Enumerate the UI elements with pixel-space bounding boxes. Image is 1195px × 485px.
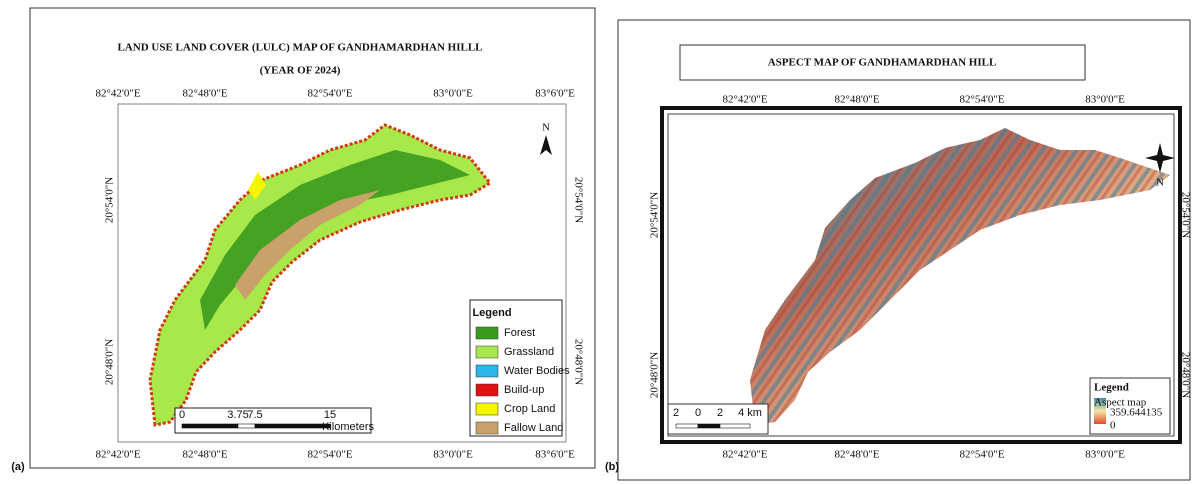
panel-label: (a) (11, 461, 25, 473)
lon-label: 82°48'0"E (182, 88, 227, 100)
scale-tick: 0 (179, 409, 185, 421)
lat-label: 20°48'0"N (572, 339, 584, 385)
lon-label: 82°54'0"E (307, 88, 352, 100)
map-subtitle: (YEAR OF 2024) (260, 65, 341, 77)
scale-unit: Kilometers (322, 421, 374, 433)
scale-segment (238, 424, 255, 428)
lon-label: 82°54'0"E (959, 94, 1004, 106)
lat-label: 20°48'0"N (1179, 352, 1191, 398)
scale-tick: 7.5 (247, 409, 262, 421)
legend-swatch (476, 365, 498, 377)
legend-swatch (476, 346, 498, 358)
scale-tick: 15 (324, 409, 336, 421)
lat-label: 20°48'0"N (104, 339, 116, 385)
figure: (a) LAND USE LAND COVER (LULC) MAP OF GAN… (0, 0, 1195, 485)
legend-swatch (476, 422, 498, 434)
scale-tick: 3.75 (227, 409, 248, 421)
legend-low: 0 (1110, 420, 1116, 432)
legend-high: 359.644135 (1110, 407, 1163, 419)
lon-label: 82°54'0"E (307, 449, 352, 461)
lon-label: 82°42'0"E (722, 449, 767, 461)
lat-label: 20°48'0"N (649, 352, 661, 398)
lon-label: 83°6'0"E (535, 88, 575, 100)
legend-swatch (476, 403, 498, 415)
north-label: N (542, 122, 550, 134)
scale-tick: 2 (717, 407, 723, 419)
lon-label: 82°42'0"E (722, 94, 767, 106)
north-label: N (1156, 177, 1164, 189)
lat-label: 20°54'0"N (1179, 192, 1191, 238)
scale-segment (255, 424, 330, 428)
lon-label: 83°6'0"E (535, 449, 575, 461)
lat-label: 20°54'0"N (572, 177, 584, 223)
legend-item: Crop Land (504, 403, 555, 415)
legend-swatch (476, 327, 498, 339)
legend-item: Grassland (504, 346, 554, 358)
lon-label: 82°48'0"E (834, 94, 879, 106)
lon-label: 82°48'0"E (834, 449, 879, 461)
legend-item: Water Bodies (504, 365, 570, 377)
legend-item: Build-up (504, 384, 544, 396)
legend-swatch (476, 384, 498, 396)
scale-tick: 4 km (738, 407, 762, 419)
legend-item: Fallow Land (504, 422, 563, 434)
scale-segment (720, 424, 750, 428)
scale-segment (698, 424, 720, 428)
lon-label: 82°42'0"E (95, 449, 140, 461)
lat-label: 20°54'0"N (104, 177, 116, 223)
panel-label: (b) (605, 461, 619, 473)
scale-tick: 2 (673, 407, 679, 419)
scale-segment (182, 424, 238, 428)
lon-label: 83°0'0"E (433, 449, 473, 461)
legend-title: Legend (472, 307, 511, 319)
scale-tick: 0 (695, 407, 701, 419)
map-title: ASPECT MAP OF GANDHAMARDHAN HILL (768, 57, 997, 69)
legend-title: Legend (1094, 382, 1129, 394)
scale-segment (676, 424, 698, 428)
lon-label: 83°0'0"E (1085, 94, 1125, 106)
lon-label: 82°54'0"E (959, 449, 1004, 461)
lon-label: 83°0'0"E (1085, 449, 1125, 461)
lon-label: 82°48'0"E (182, 449, 227, 461)
lon-label: 82°42'0"E (95, 88, 140, 100)
lon-label: 83°0'0"E (433, 88, 473, 100)
lat-label: 20°54'0"N (649, 192, 661, 238)
map-title: LAND USE LAND COVER (LULC) MAP OF GANDHA… (117, 42, 482, 54)
legend-item: Forest (504, 327, 535, 339)
